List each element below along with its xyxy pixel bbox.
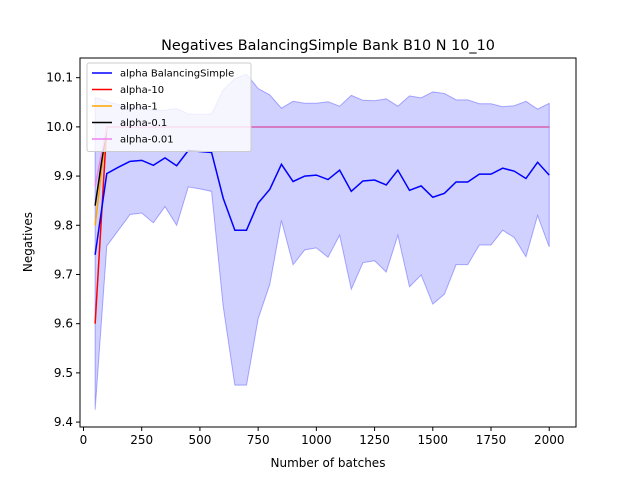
x-tick-label: 750 bbox=[247, 433, 270, 447]
x-axis-label: Number of batches bbox=[271, 456, 386, 470]
y-tick-label: 9.4 bbox=[54, 415, 73, 429]
y-tick-label: 10.0 bbox=[46, 120, 73, 134]
y-axis-label: Negatives bbox=[21, 212, 35, 272]
x-tick-label: 0 bbox=[80, 433, 88, 447]
x-tick-label: 1000 bbox=[301, 433, 332, 447]
legend-label: alpha-0.01 bbox=[120, 135, 174, 146]
x-axis: 0 250 500 750 1000 1250 1500 1750 2000 bbox=[80, 427, 565, 447]
x-tick-label: 1500 bbox=[418, 433, 449, 447]
legend-label: alpha BalancingSimple bbox=[120, 69, 234, 80]
y-tick-label: 9.8 bbox=[54, 218, 73, 232]
y-tick-label: 10.1 bbox=[46, 71, 73, 85]
y-axis: 9.4 9.5 9.6 9.7 9.8 9.9 10.0 10.1 bbox=[46, 71, 80, 429]
y-tick-label: 9.5 bbox=[54, 366, 73, 380]
y-tick-label: 9.9 bbox=[54, 169, 73, 183]
axes-frame bbox=[79, 57, 577, 428]
y-tick-label: 9.7 bbox=[54, 267, 73, 281]
x-tick-label: 1750 bbox=[476, 433, 507, 447]
chart-title: Negatives BalancingSimple Bank B10 N 10_… bbox=[161, 38, 495, 54]
legend-label: alpha-1 bbox=[120, 102, 158, 113]
y-tick-label: 9.6 bbox=[54, 317, 73, 331]
legend-label: alpha-0.1 bbox=[120, 118, 167, 129]
x-tick-label: 500 bbox=[188, 433, 211, 447]
legend-box bbox=[86, 62, 252, 152]
legend: alpha BalancingSimple alpha-10 alpha-1 alph… bbox=[86, 62, 252, 152]
x-tick-label: 2000 bbox=[534, 433, 565, 447]
x-tick-label: 1250 bbox=[359, 433, 390, 447]
x-tick-label: 250 bbox=[130, 433, 153, 447]
series-line-alpha-balancingsimple bbox=[94, 149, 550, 255]
legend-label: alpha-10 bbox=[120, 85, 164, 96]
